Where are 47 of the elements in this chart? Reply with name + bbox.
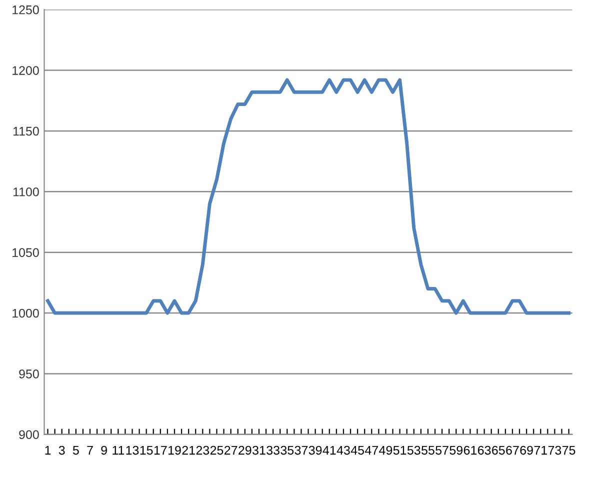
x-tick-label: 63 xyxy=(478,446,491,455)
x-tick-label: 57 xyxy=(436,446,448,455)
line-series xyxy=(46,78,571,315)
x-tick-label: 37 xyxy=(294,446,308,455)
x-tick-label: 19 xyxy=(168,446,181,455)
x-tick-label: 75 xyxy=(562,446,576,455)
y-tick-label: 950 xyxy=(19,370,39,378)
y-tick-label: 1200 xyxy=(12,66,39,75)
x-tick-label: 7 xyxy=(87,446,93,455)
x-tick-label: 41 xyxy=(322,446,336,455)
x-tick-label: 31 xyxy=(252,446,266,455)
x-tick-label: 59 xyxy=(450,446,462,455)
x-tick-label: 43 xyxy=(336,446,350,455)
x-tick-label: 25 xyxy=(210,446,224,455)
y-tick-label: 1050 xyxy=(12,248,39,257)
x-tick-label: 9 xyxy=(101,446,107,455)
x-tick-label: 13 xyxy=(126,446,139,455)
x-tick-label: 17 xyxy=(154,446,167,455)
x-tick-label: 51 xyxy=(393,446,406,455)
x-tick-label: 33 xyxy=(266,446,280,455)
y-tick-label: 1150 xyxy=(13,126,39,136)
x-tick-label: 5 xyxy=(72,446,79,455)
x-tick-label: 21 xyxy=(182,446,195,455)
x-tick-label: 27 xyxy=(224,446,238,455)
x-tick-label: 29 xyxy=(238,446,252,455)
x-tick-label: 39 xyxy=(308,446,322,455)
x-tick-label: 11 xyxy=(112,446,124,455)
x-tick-label: 53 xyxy=(407,446,420,455)
x-tick-label: 71 xyxy=(534,446,547,455)
x-tick-label: 55 xyxy=(422,446,434,455)
y-tick-label: 1000 xyxy=(12,308,39,318)
x-tick-label: 67 xyxy=(506,446,519,455)
x-tick-label: 35 xyxy=(280,446,294,455)
x-tick-label: 49 xyxy=(379,446,392,455)
x-tick-label: 23 xyxy=(196,446,210,455)
x-tick-label: 69 xyxy=(520,446,533,455)
x-tick-label: 3 xyxy=(58,446,65,455)
x-tick-label: 15 xyxy=(140,446,153,455)
x-tick-label: 45 xyxy=(350,446,364,455)
y-tick-label: 1100 xyxy=(13,187,39,196)
y-tick-label: 1250 xyxy=(12,5,39,14)
x-tick-label: 47 xyxy=(364,446,378,455)
x-tick-label: 73 xyxy=(548,446,562,455)
x-tick-label: 1 xyxy=(45,446,51,455)
x-tick-label: 65 xyxy=(492,446,505,455)
x-tick-label: 61 xyxy=(464,446,477,455)
y-tick-label: 900 xyxy=(19,430,39,440)
